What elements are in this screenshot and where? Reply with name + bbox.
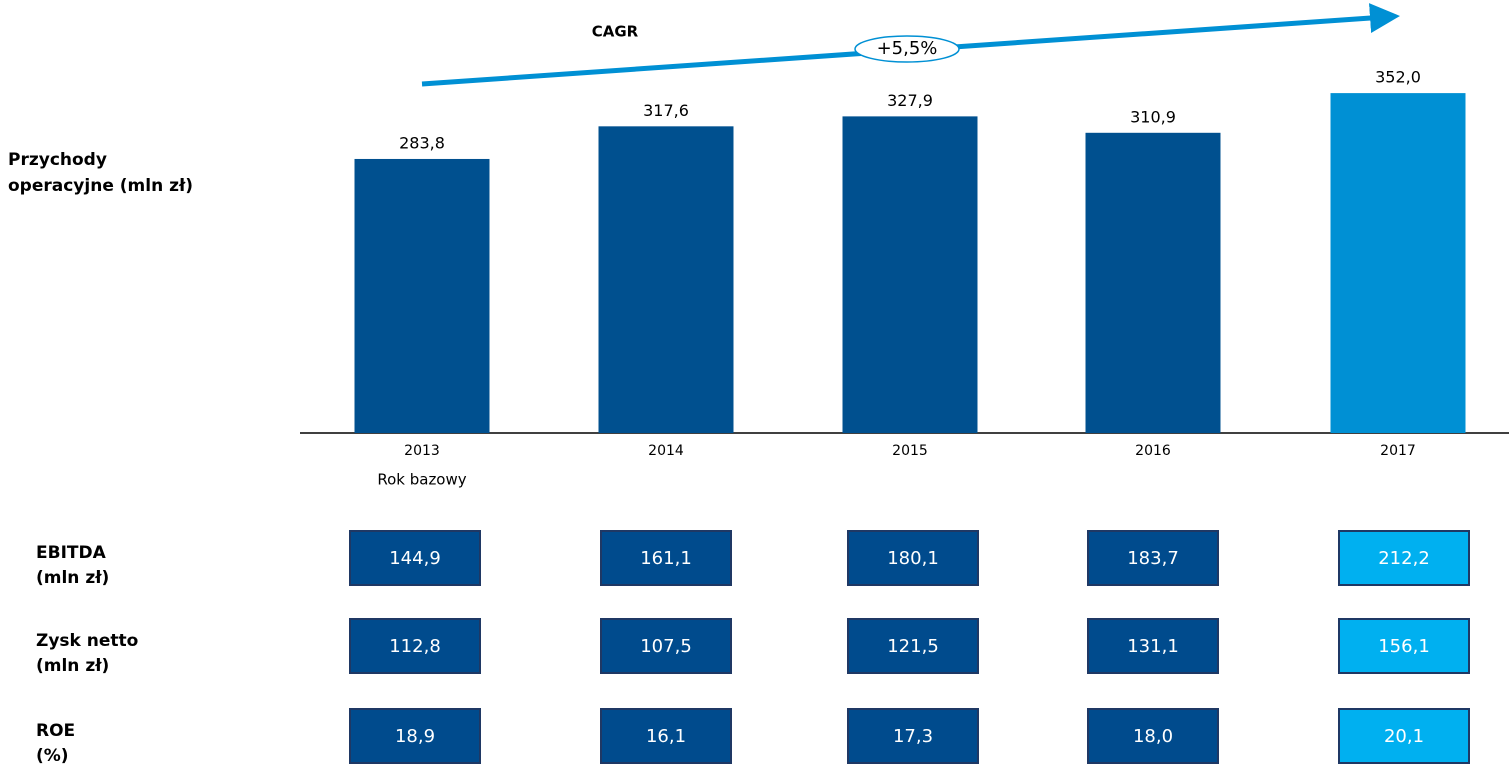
row-label: (mln zł) <box>36 656 109 676</box>
value-label: 352,0 <box>1375 68 1421 87</box>
cell-value: 17,3 <box>893 726 933 747</box>
cell-value: 131,1 <box>1127 636 1179 657</box>
cell-value: 183,7 <box>1127 548 1179 569</box>
x-tick-label: 2013 <box>404 443 440 459</box>
cell-value: 121,5 <box>887 636 939 657</box>
bar <box>1330 93 1466 434</box>
x-tick-label: 2015 <box>892 443 928 459</box>
cagr-value: +5,5% <box>877 38 938 59</box>
table-cell <box>1338 530 1470 586</box>
bar <box>1085 132 1221 433</box>
y-label-line: operacyjne (mln zł) <box>8 176 193 196</box>
cell-value: 212,2 <box>1378 548 1430 569</box>
row-label: (mln zł) <box>36 568 109 588</box>
table-cell <box>847 708 979 764</box>
row-label: EBITDA <box>36 543 107 563</box>
row-label: (%) <box>36 746 69 766</box>
cell-value: 161,1 <box>640 548 692 569</box>
category-note: Rok bazowy <box>377 471 466 489</box>
x-tick-label: 2017 <box>1380 443 1416 459</box>
cell-value: 20,1 <box>1384 726 1424 747</box>
bar <box>842 116 978 433</box>
table-cell <box>349 708 481 764</box>
value-label: 327,9 <box>887 91 933 110</box>
value-label: 310,9 <box>1130 107 1176 126</box>
cagr-bubble <box>854 35 960 63</box>
table-cell <box>1087 708 1219 764</box>
table-cell <box>1338 708 1470 764</box>
cell-value: 18,0 <box>1133 726 1173 747</box>
cell-value: 112,8 <box>389 636 441 657</box>
table-cell <box>349 618 481 674</box>
row-label: ROE <box>36 721 75 741</box>
cell-value: 180,1 <box>887 548 939 569</box>
cell-value: 18,9 <box>395 726 435 747</box>
y-label-line: Przychody <box>8 150 107 170</box>
table-cell <box>1087 618 1219 674</box>
table-cell <box>1338 618 1470 674</box>
cell-value: 107,5 <box>640 636 692 657</box>
table-cell <box>600 708 732 764</box>
bar <box>598 126 734 433</box>
table-cell <box>847 618 979 674</box>
table-cell <box>1087 530 1219 586</box>
cell-value: 16,1 <box>646 726 686 747</box>
bar <box>354 158 490 434</box>
cell-value: 156,1 <box>1378 636 1430 657</box>
row-label: Zysk netto <box>36 631 138 651</box>
table-cell <box>349 530 481 586</box>
x-tick-label: 2014 <box>648 443 684 459</box>
x-tick-label: 2016 <box>1135 443 1171 459</box>
table-cell <box>600 530 732 586</box>
value-label: 283,8 <box>399 133 445 152</box>
table-cell <box>847 530 979 586</box>
value-label: 317,6 <box>643 101 689 120</box>
cell-value: 144,9 <box>389 548 441 569</box>
table-cell <box>600 618 732 674</box>
cagr-title: CAGR <box>592 23 639 41</box>
